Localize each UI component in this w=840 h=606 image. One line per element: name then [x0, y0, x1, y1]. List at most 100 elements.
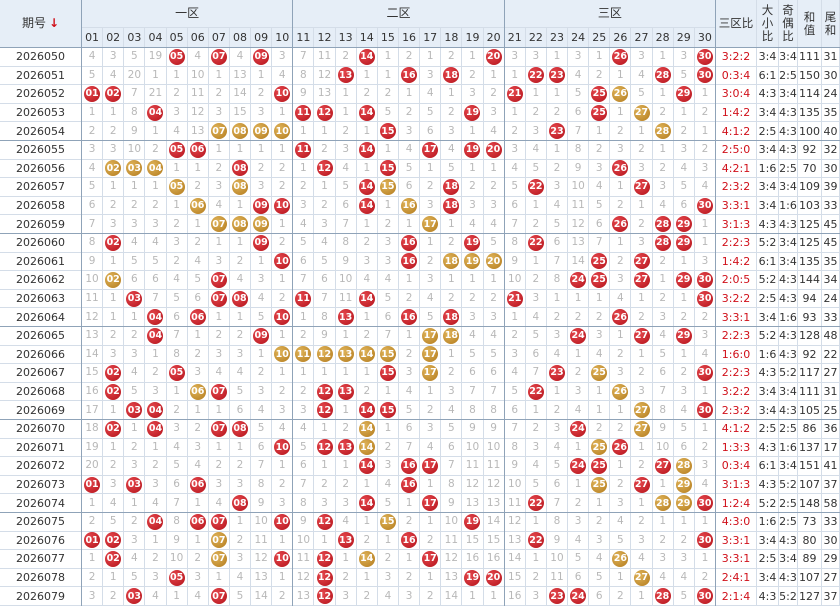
- number-cell: 4: [187, 457, 209, 476]
- miss-count: 15: [465, 533, 480, 546]
- miss-count: 3: [278, 50, 286, 63]
- ball: 27: [633, 327, 650, 344]
- number-cell: 2: [251, 364, 273, 383]
- number-cell: 2: [610, 252, 632, 272]
- miss-count: 7: [511, 217, 519, 230]
- miss-count: 1: [278, 106, 286, 119]
- miss-count: 3: [595, 161, 603, 174]
- number-cell: 8: [546, 271, 569, 290]
- number-cell: 1: [335, 85, 357, 104]
- number-cell: 14: [356, 345, 378, 365]
- miss-count: 3: [173, 236, 180, 249]
- miss-count: 8: [553, 273, 561, 286]
- number-cell: 1: [229, 308, 252, 327]
- miss-count: 3: [88, 589, 96, 602]
- miss-count: 2: [88, 571, 96, 584]
- number-cell: 1: [483, 587, 505, 606]
- number-cell: 1: [103, 289, 125, 309]
- number-cell: 10: [441, 513, 463, 532]
- number-cell: 16: [483, 550, 505, 569]
- number-cell: 2: [694, 141, 716, 160]
- number-cell: 07: [208, 531, 230, 551]
- number-cell: 11: [293, 345, 315, 365]
- number-cell: 4: [103, 66, 125, 86]
- ball: 28: [654, 216, 671, 233]
- miss-count: 3: [88, 143, 96, 156]
- ball: 20: [485, 48, 502, 65]
- miss-count: 8: [88, 236, 96, 249]
- miss-count: 3: [574, 50, 582, 63]
- stat-value: 2:5:0: [716, 141, 757, 160]
- miss-count: 2: [511, 124, 519, 137]
- number-header: 20: [483, 28, 505, 48]
- number-cell: 3: [483, 196, 505, 216]
- stat-value: 30: [822, 66, 840, 86]
- miss-count: 8: [511, 236, 519, 249]
- number-cell: 2: [420, 178, 442, 197]
- number-cell: 2: [229, 327, 252, 346]
- ball: 25: [591, 439, 608, 456]
- number-cell: 2: [631, 215, 653, 234]
- ball: 30: [696, 271, 713, 288]
- number-cell: 9: [546, 531, 569, 551]
- stat-value: 1:6: [779, 308, 798, 327]
- miss-count: 3: [130, 217, 138, 230]
- number-cell: 4: [377, 271, 399, 290]
- number-cell: 2: [208, 327, 230, 346]
- number-cell: 2: [293, 178, 315, 197]
- stat-value: 1:6: [757, 345, 779, 365]
- number-cell: 3: [652, 178, 674, 197]
- miss-count: 3: [701, 459, 709, 472]
- miss-count: 1: [469, 589, 476, 602]
- number-cell: 11: [462, 457, 484, 476]
- number-cell: 14: [356, 438, 378, 458]
- number-cell: 29: [673, 494, 695, 513]
- ball: 19: [464, 141, 481, 158]
- number-cell: 1: [546, 85, 569, 104]
- miss-count: 2: [659, 292, 666, 305]
- number-cell: 5: [124, 568, 146, 588]
- miss-count: 1: [638, 124, 645, 137]
- miss-count: 2: [405, 292, 413, 305]
- stat-value: 128: [798, 327, 822, 346]
- issue: 2026075: [0, 513, 82, 532]
- miss-count: 4: [300, 217, 307, 230]
- ball: 04: [147, 160, 164, 177]
- miss-count: 2: [173, 254, 180, 267]
- miss-count: 3: [680, 385, 688, 398]
- miss-count: 2: [426, 254, 434, 267]
- miss-count: 3: [300, 199, 307, 212]
- number-cell: 1: [377, 420, 399, 439]
- miss-count: 3: [384, 236, 392, 249]
- number-header: 16: [399, 28, 421, 48]
- miss-count: 3: [257, 180, 265, 193]
- miss-count: 1: [342, 459, 349, 472]
- miss-count: 5: [236, 385, 244, 398]
- stat-value: 4:1:2: [716, 122, 757, 141]
- miss-count: 9: [659, 422, 666, 435]
- number-cell: 9: [483, 420, 505, 439]
- number-cell: 22: [525, 531, 547, 551]
- number-cell: 19: [462, 141, 484, 160]
- ball: 16: [401, 234, 418, 251]
- number-cell: 1: [124, 420, 146, 439]
- number-cell: 2: [124, 327, 146, 346]
- number-cell: 1: [694, 420, 716, 439]
- number-cell: 23: [546, 364, 569, 383]
- miss-count: 4: [511, 161, 519, 174]
- miss-count: 3: [321, 496, 328, 509]
- miss-count: 4: [574, 68, 582, 81]
- stat-value: 3:4: [757, 48, 779, 67]
- miss-count: 3: [553, 422, 561, 435]
- number-cell: 2: [441, 234, 463, 253]
- number-cell: 3: [251, 178, 273, 197]
- stat-value: 127: [798, 587, 822, 606]
- number-cell: 1: [314, 457, 336, 476]
- number-cell: 6: [82, 196, 104, 216]
- miss-count: 5: [638, 87, 645, 100]
- number-cell: 1: [420, 48, 442, 67]
- miss-count: 17: [85, 403, 99, 416]
- number-cell: 4: [546, 345, 569, 365]
- stat-value: 2:5: [757, 289, 779, 309]
- miss-count: 5: [257, 310, 265, 323]
